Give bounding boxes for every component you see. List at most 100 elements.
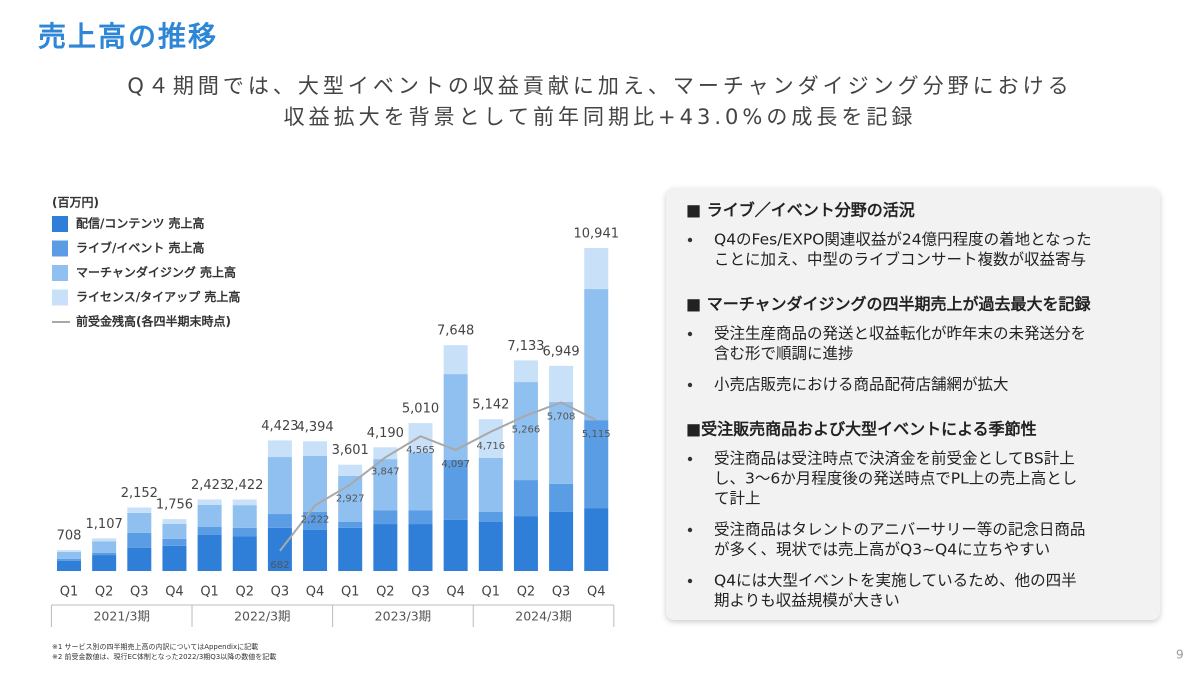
bar-segment — [584, 289, 609, 421]
x-tick-label: Q4 — [306, 585, 325, 600]
bar-segment — [162, 523, 187, 539]
bar-segment — [267, 457, 292, 515]
line-value-label: 2,222 — [301, 514, 330, 525]
x-tick-label: Q1 — [200, 585, 219, 600]
bar-segment — [57, 550, 81, 552]
line-value-label: 5,266 — [512, 425, 541, 436]
bar-segment — [162, 538, 187, 546]
panel-text: Q4には大型イベントを実施しているため、他の四半 — [714, 572, 1077, 590]
bar-segment — [197, 527, 222, 535]
x-tick-label: Q1 — [341, 585, 360, 600]
bar-segment — [57, 560, 81, 571]
legend-swatch — [52, 265, 68, 281]
legend-label: 前受金残高(各四半期末時点) — [76, 314, 231, 329]
bar-segment — [549, 511, 574, 571]
x-tick-label: Q1 — [482, 585, 501, 600]
total-label: 7,133 — [507, 339, 544, 354]
x-tick-label: Q2 — [517, 585, 536, 600]
bar-segment — [338, 464, 363, 476]
footnote: ※1 サービス別の四半期売上高の内訳についてはAppendixに記載 — [52, 642, 258, 651]
panel-bg — [666, 188, 1160, 620]
bar-segment — [338, 521, 363, 528]
bar-segment — [162, 545, 187, 571]
bar-segment — [408, 423, 433, 453]
total-label: 2,422 — [226, 478, 263, 493]
bar-segment — [57, 551, 81, 559]
group-label: 2021/3期 — [93, 609, 149, 624]
panel-text: て計上 — [714, 490, 761, 508]
bar-segment — [408, 510, 433, 525]
panel-text: 受注生産商品の発送と収益転化が昨年末の未発送分を — [714, 325, 1086, 343]
bar-segment — [267, 514, 292, 528]
panel-text: 受注商品はタレントのアニバーサリー等の記念日商品 — [714, 521, 1085, 539]
legend-label: ライブ/イベント 売上高 — [76, 240, 205, 255]
line-value-label: 4,097 — [441, 459, 470, 470]
bar-segment — [478, 511, 503, 522]
bar-segment — [303, 455, 328, 512]
panel-text: Q4のFes/EXPO関連収益が24億円程度の着地となった — [714, 231, 1092, 249]
bar-segment — [303, 511, 328, 530]
line-value-label: 5,708 — [547, 411, 576, 422]
bullet-marker — [687, 578, 693, 584]
panel-text: 小売店販売における商品配荷店舗網が拡大 — [714, 376, 1009, 394]
total-label: 2,152 — [121, 486, 158, 501]
x-tick-label: Q3 — [130, 585, 149, 600]
bar-segment — [443, 459, 468, 520]
total-label: 4,394 — [296, 420, 333, 435]
panel-heading: ■ マーチャンダイジングの四半期売上が過去最大を記録 — [686, 295, 1092, 314]
bar-segment — [127, 512, 152, 533]
line-value-label: 4,565 — [406, 445, 435, 456]
bar-segment — [197, 505, 222, 528]
x-tick-label: Q2 — [235, 585, 254, 600]
total-label: 7,648 — [437, 324, 474, 339]
bar-segment — [478, 457, 503, 512]
total-label: 1,107 — [86, 517, 123, 532]
legend-label: 配信/コンテンツ 売上高 — [76, 216, 205, 231]
bar-segment — [127, 547, 152, 571]
bar-segment — [584, 420, 609, 509]
x-tick-label: Q3 — [271, 585, 290, 600]
bullet-marker — [687, 456, 693, 462]
x-tick-label: Q4 — [446, 585, 465, 600]
line-value-label: 4,716 — [476, 441, 505, 452]
bar-segment — [584, 248, 609, 290]
bar-segment — [443, 519, 468, 571]
bar-segment — [443, 345, 468, 375]
line-series — [279, 401, 597, 552]
subtitle: 収益拡大を背景として前年同期比+43.0%の成長を記録 — [284, 105, 917, 129]
bar-segment — [513, 516, 538, 571]
footnote: ※2 前受金数値は、現行EC体制となった2022/3期Q3以降の数値を記載 — [52, 652, 276, 661]
line-value-label: 682 — [270, 560, 289, 571]
x-tick-label: Q3 — [411, 585, 430, 600]
x-tick-label: Q1 — [60, 585, 79, 600]
bar-segment — [549, 483, 574, 512]
bullet-marker — [687, 237, 693, 243]
bar-segment — [92, 555, 117, 571]
total-label: 4,423 — [261, 419, 298, 434]
total-label: 5,010 — [402, 402, 439, 417]
bar-segment — [197, 499, 222, 506]
line-value-label: 3,847 — [371, 466, 400, 477]
bar-segment — [197, 534, 222, 571]
bar-segment — [127, 507, 152, 513]
x-tick-label: Q2 — [376, 585, 395, 600]
total-label: 1,756 — [156, 498, 193, 513]
bullet-marker — [687, 527, 693, 533]
bar-segment — [584, 508, 609, 571]
unit-label: (百万円) — [52, 196, 99, 210]
panel-heading: ■受注販売商品および大型イベントによる季節性 — [686, 420, 1037, 439]
bar-segment — [513, 480, 538, 517]
x-tick-label: Q2 — [95, 585, 114, 600]
x-tick-label: Q3 — [552, 585, 571, 600]
bar-segment — [303, 441, 328, 456]
bar-segment — [373, 459, 398, 511]
bar-segment — [232, 505, 257, 528]
bar-segment — [92, 541, 117, 553]
total-label: 4,190 — [367, 426, 404, 441]
bar-segment — [232, 527, 257, 537]
bar-segment — [373, 524, 398, 571]
panel-text: 期よりも収益規模が大きい — [714, 592, 900, 610]
bar-segment — [267, 440, 292, 458]
